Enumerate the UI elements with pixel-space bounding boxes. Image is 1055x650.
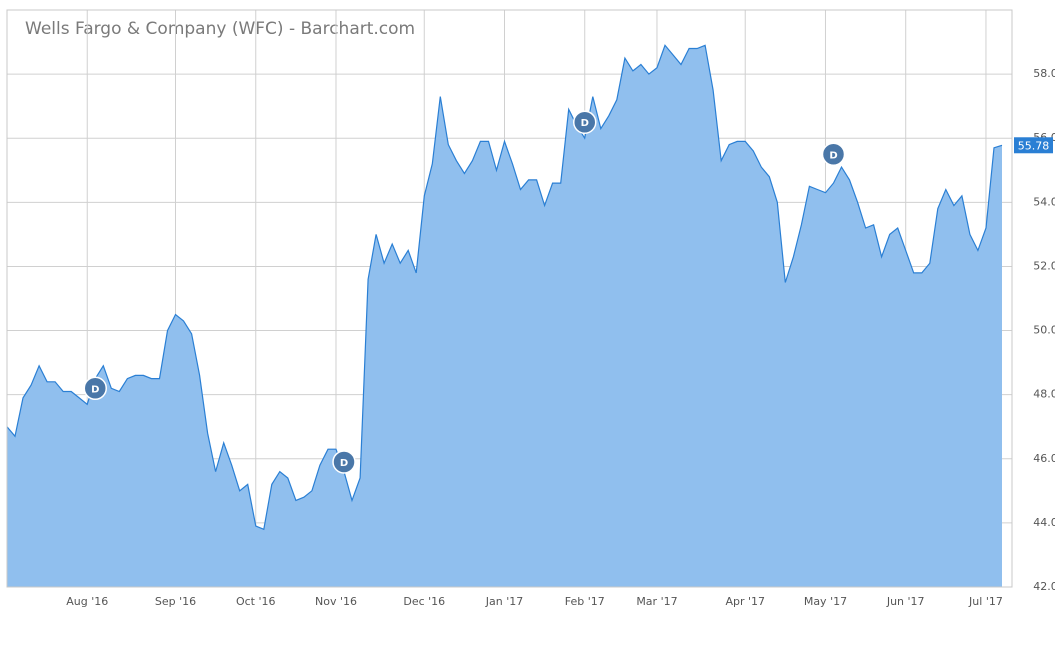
y-tick-label: 44.00	[1033, 516, 1055, 529]
y-tick-label: 48.00	[1033, 388, 1055, 401]
chart-title: Wells Fargo & Company (WFC) - Barchart.c…	[25, 19, 415, 39]
y-tick-label: 46.00	[1033, 452, 1055, 465]
x-tick-label: Oct '16	[236, 595, 276, 608]
x-tick-label: Mar '17	[636, 595, 677, 608]
y-tick-label: 50.00	[1033, 324, 1055, 337]
dividend-label: D	[581, 118, 589, 129]
dividend-label: D	[340, 458, 348, 469]
plot-frame	[6, 9, 1013, 588]
x-tick-label: May '17	[804, 595, 847, 608]
y-tick-label: 58.00	[1033, 67, 1055, 80]
line	[6, 44, 1003, 531]
x-tick-label: Aug '16	[66, 595, 108, 608]
y-tick-label: 42.00	[1033, 580, 1055, 593]
dividend-marker	[821, 142, 846, 166]
x-tick-label: Nov '16	[315, 595, 357, 608]
dividend-marker	[572, 110, 597, 134]
x-tick-label: Sep '16	[155, 595, 196, 608]
x-tick-label: Jul '17	[968, 595, 1003, 608]
x-tick-label: Jan '17	[485, 595, 523, 608]
x-tick-label: Dec '16	[403, 595, 445, 608]
dividend-marker	[332, 450, 356, 474]
last-price-tag	[1014, 137, 1053, 154]
y-tick-label: 54.00	[1033, 195, 1055, 208]
last-price-label: 55.78	[1018, 139, 1050, 152]
dividend-label: D	[91, 384, 99, 395]
y-tick-label: 52.00	[1033, 259, 1055, 272]
dividend-label: D	[829, 150, 837, 161]
x-tick-label: Jun '17	[886, 595, 925, 608]
dividend-marker	[83, 376, 108, 401]
x-tick-label: Feb '17	[565, 595, 605, 608]
area	[7, 45, 1002, 588]
x-tick-label: Apr '17	[725, 595, 765, 608]
